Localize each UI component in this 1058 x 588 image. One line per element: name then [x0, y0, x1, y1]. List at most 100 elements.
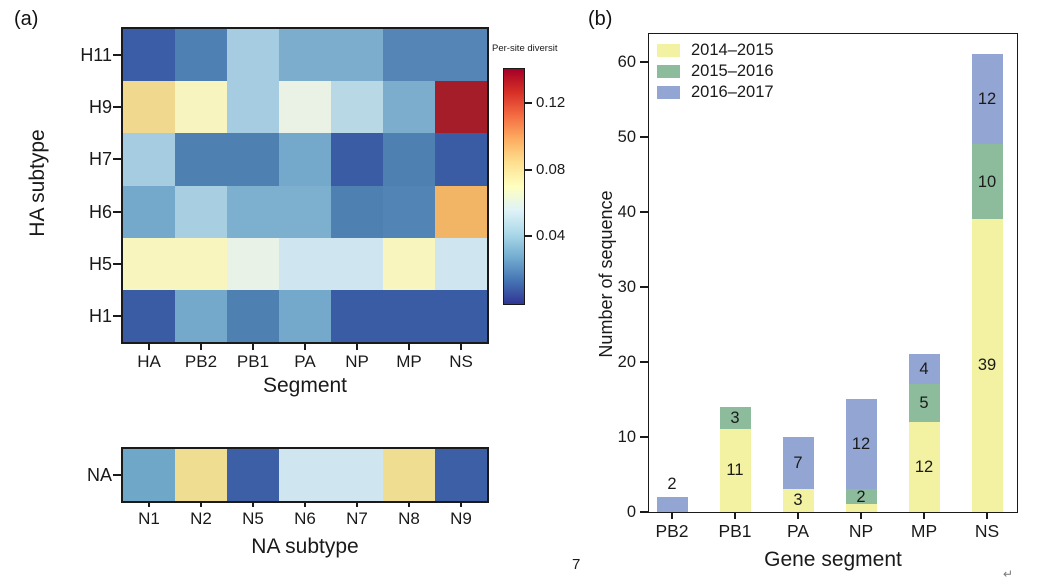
heatmap-cell-H6-PB2 [175, 185, 227, 238]
heatmap-cell-H9-MP [383, 81, 435, 134]
col-tick-NS [460, 344, 462, 350]
y-tick-60 [640, 60, 648, 63]
col-label-PB2: PB2 [184, 352, 218, 371]
heatmap-cell-H11-PB2 [175, 29, 227, 82]
legend-swatch-2016–2017 [657, 86, 680, 99]
col-label-PA: PA [294, 352, 316, 371]
bar-value-label-NP-12: 12 [851, 435, 871, 453]
bar-PA [782, 436, 814, 512]
legend-swatch-2015–2016 [657, 65, 680, 78]
heatmap-cell-H5-MP [383, 237, 435, 290]
heatmap-cell-H9-PA [279, 81, 331, 134]
heatmap-cell-H6-PA [279, 185, 331, 238]
heatmap-cell-H9-PB2 [175, 81, 227, 134]
bar-PB2 [656, 496, 688, 512]
na-col-label-N7: N7 [346, 509, 368, 528]
na-col-label-N1: N1 [138, 509, 160, 528]
heatmap-cell-H11-NP [331, 29, 383, 82]
bar-value-label-NS-12: 12 [977, 90, 997, 108]
heatmap-cell-H7-NP [331, 133, 383, 186]
heatmap-cell-H7-HA [123, 133, 175, 186]
colorbar-tick-0.04 [525, 235, 532, 238]
heatmap-cell-H9-HA [123, 81, 175, 134]
bar-segment-PB1-2015–2016 [719, 406, 751, 429]
heatmap-cell-H6-PB1 [227, 185, 279, 238]
heatmap-cell-NA-N9 [435, 449, 487, 501]
colorbar-tick-label-0.04: 0.04 [536, 227, 566, 245]
panel-a-label: (a) [14, 8, 39, 30]
heatmap-cell-H7-NS [435, 133, 487, 186]
bar-value-label-PB1-3: 3 [730, 408, 740, 427]
legend-label-2014–2015: 2014–2015 [691, 41, 774, 59]
segment-axis-label: Segment [262, 374, 348, 397]
legend-label-2016–2017: 2016–2017 [691, 83, 774, 101]
heatmap-cell-H11-PB1 [227, 29, 279, 82]
heatmap-cell-H7-PA [279, 133, 331, 186]
y-tick-10 [640, 435, 648, 438]
col-tick-HA [148, 344, 150, 350]
x-tick-MP [923, 513, 925, 519]
na-col-tick-N2 [200, 501, 202, 507]
paragraph-mark-icon: ↵ [1003, 567, 1014, 581]
y-tick-20 [640, 360, 648, 363]
bar-segment-NP-2014–2015 [845, 504, 877, 512]
col-tick-PA [304, 344, 306, 350]
bar-value-label-NP-2: 2 [856, 487, 866, 506]
bar-value-label-PA-3: 3 [793, 491, 803, 510]
colorbar-tick-0.12 [525, 102, 532, 105]
bar-segment-NS-2015–2016 [971, 144, 1003, 219]
bar-value-label-PA-7: 7 [793, 453, 803, 472]
col-tick-PB2 [200, 344, 202, 350]
na-col-tick-N8 [408, 501, 410, 507]
heatmap-cell-H1-PB2 [175, 289, 227, 342]
row-label-H11: H11 [80, 45, 112, 66]
na-col-tick-N5 [252, 501, 254, 507]
col-label-NP: NP [345, 352, 369, 371]
heatmap-cell-H6-NP [331, 185, 383, 238]
bar-PB1 [719, 406, 751, 512]
na-col-label-N5: N5 [242, 509, 264, 528]
heatmap-cell-NA-N2 [175, 449, 227, 501]
y-tick-50 [640, 135, 648, 138]
na-col-label-N2: N2 [190, 509, 212, 528]
row-tick-H7 [113, 158, 121, 161]
heatmap-cell-H1-NP [331, 289, 383, 342]
bar-segment-PB2-2016–2017 [656, 496, 688, 512]
bar-value-label-MP-5: 5 [919, 393, 929, 412]
y-tick-label-10: 10 [617, 427, 636, 446]
heatmap-cell-H9-PB1 [227, 81, 279, 134]
bar-value-label-MP-12: 12 [914, 457, 934, 476]
heatmap-cell-NA-N1 [123, 449, 175, 501]
x-tick-PA [797, 513, 799, 519]
bar-value-label-NS-10: 10 [977, 172, 997, 191]
bar-segment-NS-2014–2015 [971, 219, 1003, 512]
na-col-label-N8: N8 [398, 509, 420, 528]
row-label-H9: H9 [88, 97, 112, 118]
heatmap-cell-H1-PA [279, 289, 331, 342]
panel-b-label: (b) [588, 8, 613, 30]
number-of-sequence-axis-label: Number of sequence [596, 190, 616, 358]
y-tick-30 [640, 285, 648, 288]
row-label-H7: H7 [88, 149, 112, 170]
heatmap-cell-H9-NP [331, 81, 383, 134]
heatmap-cell-H6-MP [383, 185, 435, 238]
col-tick-NP [356, 344, 358, 350]
col-tick-MP [408, 344, 410, 350]
y-tick-label-20: 20 [617, 352, 636, 371]
colorbar-gradient [503, 68, 525, 305]
heatmap-cell-H5-PA [279, 237, 331, 290]
heatmap-cell-H1-HA [123, 289, 175, 342]
y-tick-label-40: 40 [617, 202, 636, 221]
x-label-PB1: PB1 [718, 521, 752, 541]
legend-swatch-2014–2015 [657, 44, 680, 57]
bar-value-label-NS-39: 39 [977, 356, 997, 375]
bar-segment-PB1-2014–2015 [719, 429, 751, 512]
row-tick-H5 [113, 262, 121, 265]
x-tick-PB2 [671, 513, 673, 519]
na-col-label-N6: N6 [294, 509, 316, 528]
y-tick-40 [640, 210, 648, 213]
heatmap-cell-H7-MP [383, 133, 435, 186]
na-row-tick [113, 474, 121, 476]
heatmap-cell-H11-PA [279, 29, 331, 82]
